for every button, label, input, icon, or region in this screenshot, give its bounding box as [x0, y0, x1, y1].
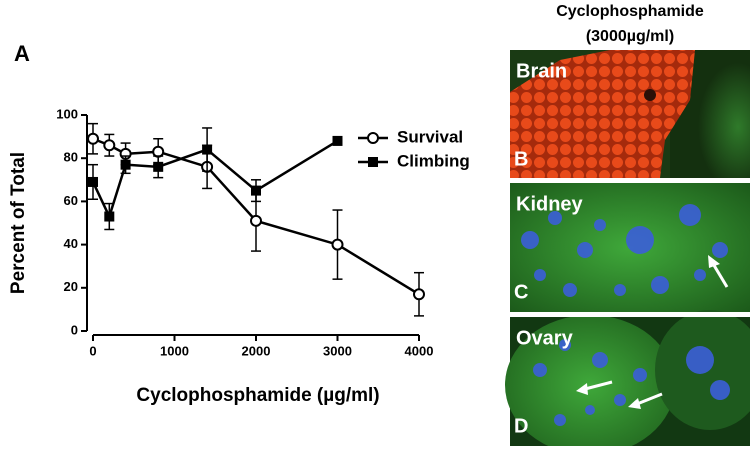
y-axis-label: Percent of Total — [8, 152, 29, 294]
data-point — [104, 211, 115, 222]
y-tick-label: 40 — [64, 236, 78, 251]
legend-label: Climbing — [397, 151, 470, 170]
images-title: Cyclophosphamide — [556, 3, 704, 20]
panel-letter: D — [514, 415, 528, 437]
y-tick-label: 60 — [64, 193, 78, 208]
divider — [506, 178, 750, 183]
images-title: (3000µg/ml) — [586, 28, 674, 45]
x-tick-label: 0 — [89, 343, 96, 358]
data-point — [103, 139, 116, 152]
panel-letter: C — [514, 281, 528, 303]
panel-name: Kidney — [516, 193, 584, 215]
data-point — [331, 238, 344, 251]
image-panel — [505, 310, 750, 451]
data-point — [332, 135, 343, 146]
y-tick-label: 100 — [56, 106, 78, 121]
data-point — [87, 132, 99, 145]
data-point — [120, 159, 131, 170]
legend-marker — [368, 157, 378, 167]
image-panel — [510, 183, 750, 312]
image-panel — [510, 50, 750, 178]
data-point — [88, 176, 98, 187]
x-tick-label: 3000 — [323, 343, 352, 358]
x-axis-label: Cyclophosphamide (µg/ml) — [136, 385, 379, 406]
data-point — [413, 288, 425, 301]
x-tick-label: 2000 — [242, 343, 271, 358]
y-tick-label: 0 — [71, 322, 78, 337]
panel-label: A — [14, 41, 30, 66]
data-point — [202, 144, 213, 155]
x-tick-label: 1000 — [160, 343, 189, 358]
data-point — [152, 145, 165, 158]
legend-marker — [367, 132, 379, 144]
data-point — [153, 161, 164, 172]
panel-letter: B — [514, 148, 528, 170]
legend-label: Survival — [397, 127, 463, 146]
panel-name: Brain — [516, 60, 567, 82]
data-point — [250, 214, 262, 227]
panel-name: Ovary — [516, 327, 574, 349]
divider — [506, 312, 750, 317]
data-point — [251, 185, 261, 196]
y-tick-label: 80 — [64, 150, 78, 165]
x-tick-label: 4000 — [405, 343, 434, 358]
y-tick-label: 20 — [64, 279, 78, 294]
